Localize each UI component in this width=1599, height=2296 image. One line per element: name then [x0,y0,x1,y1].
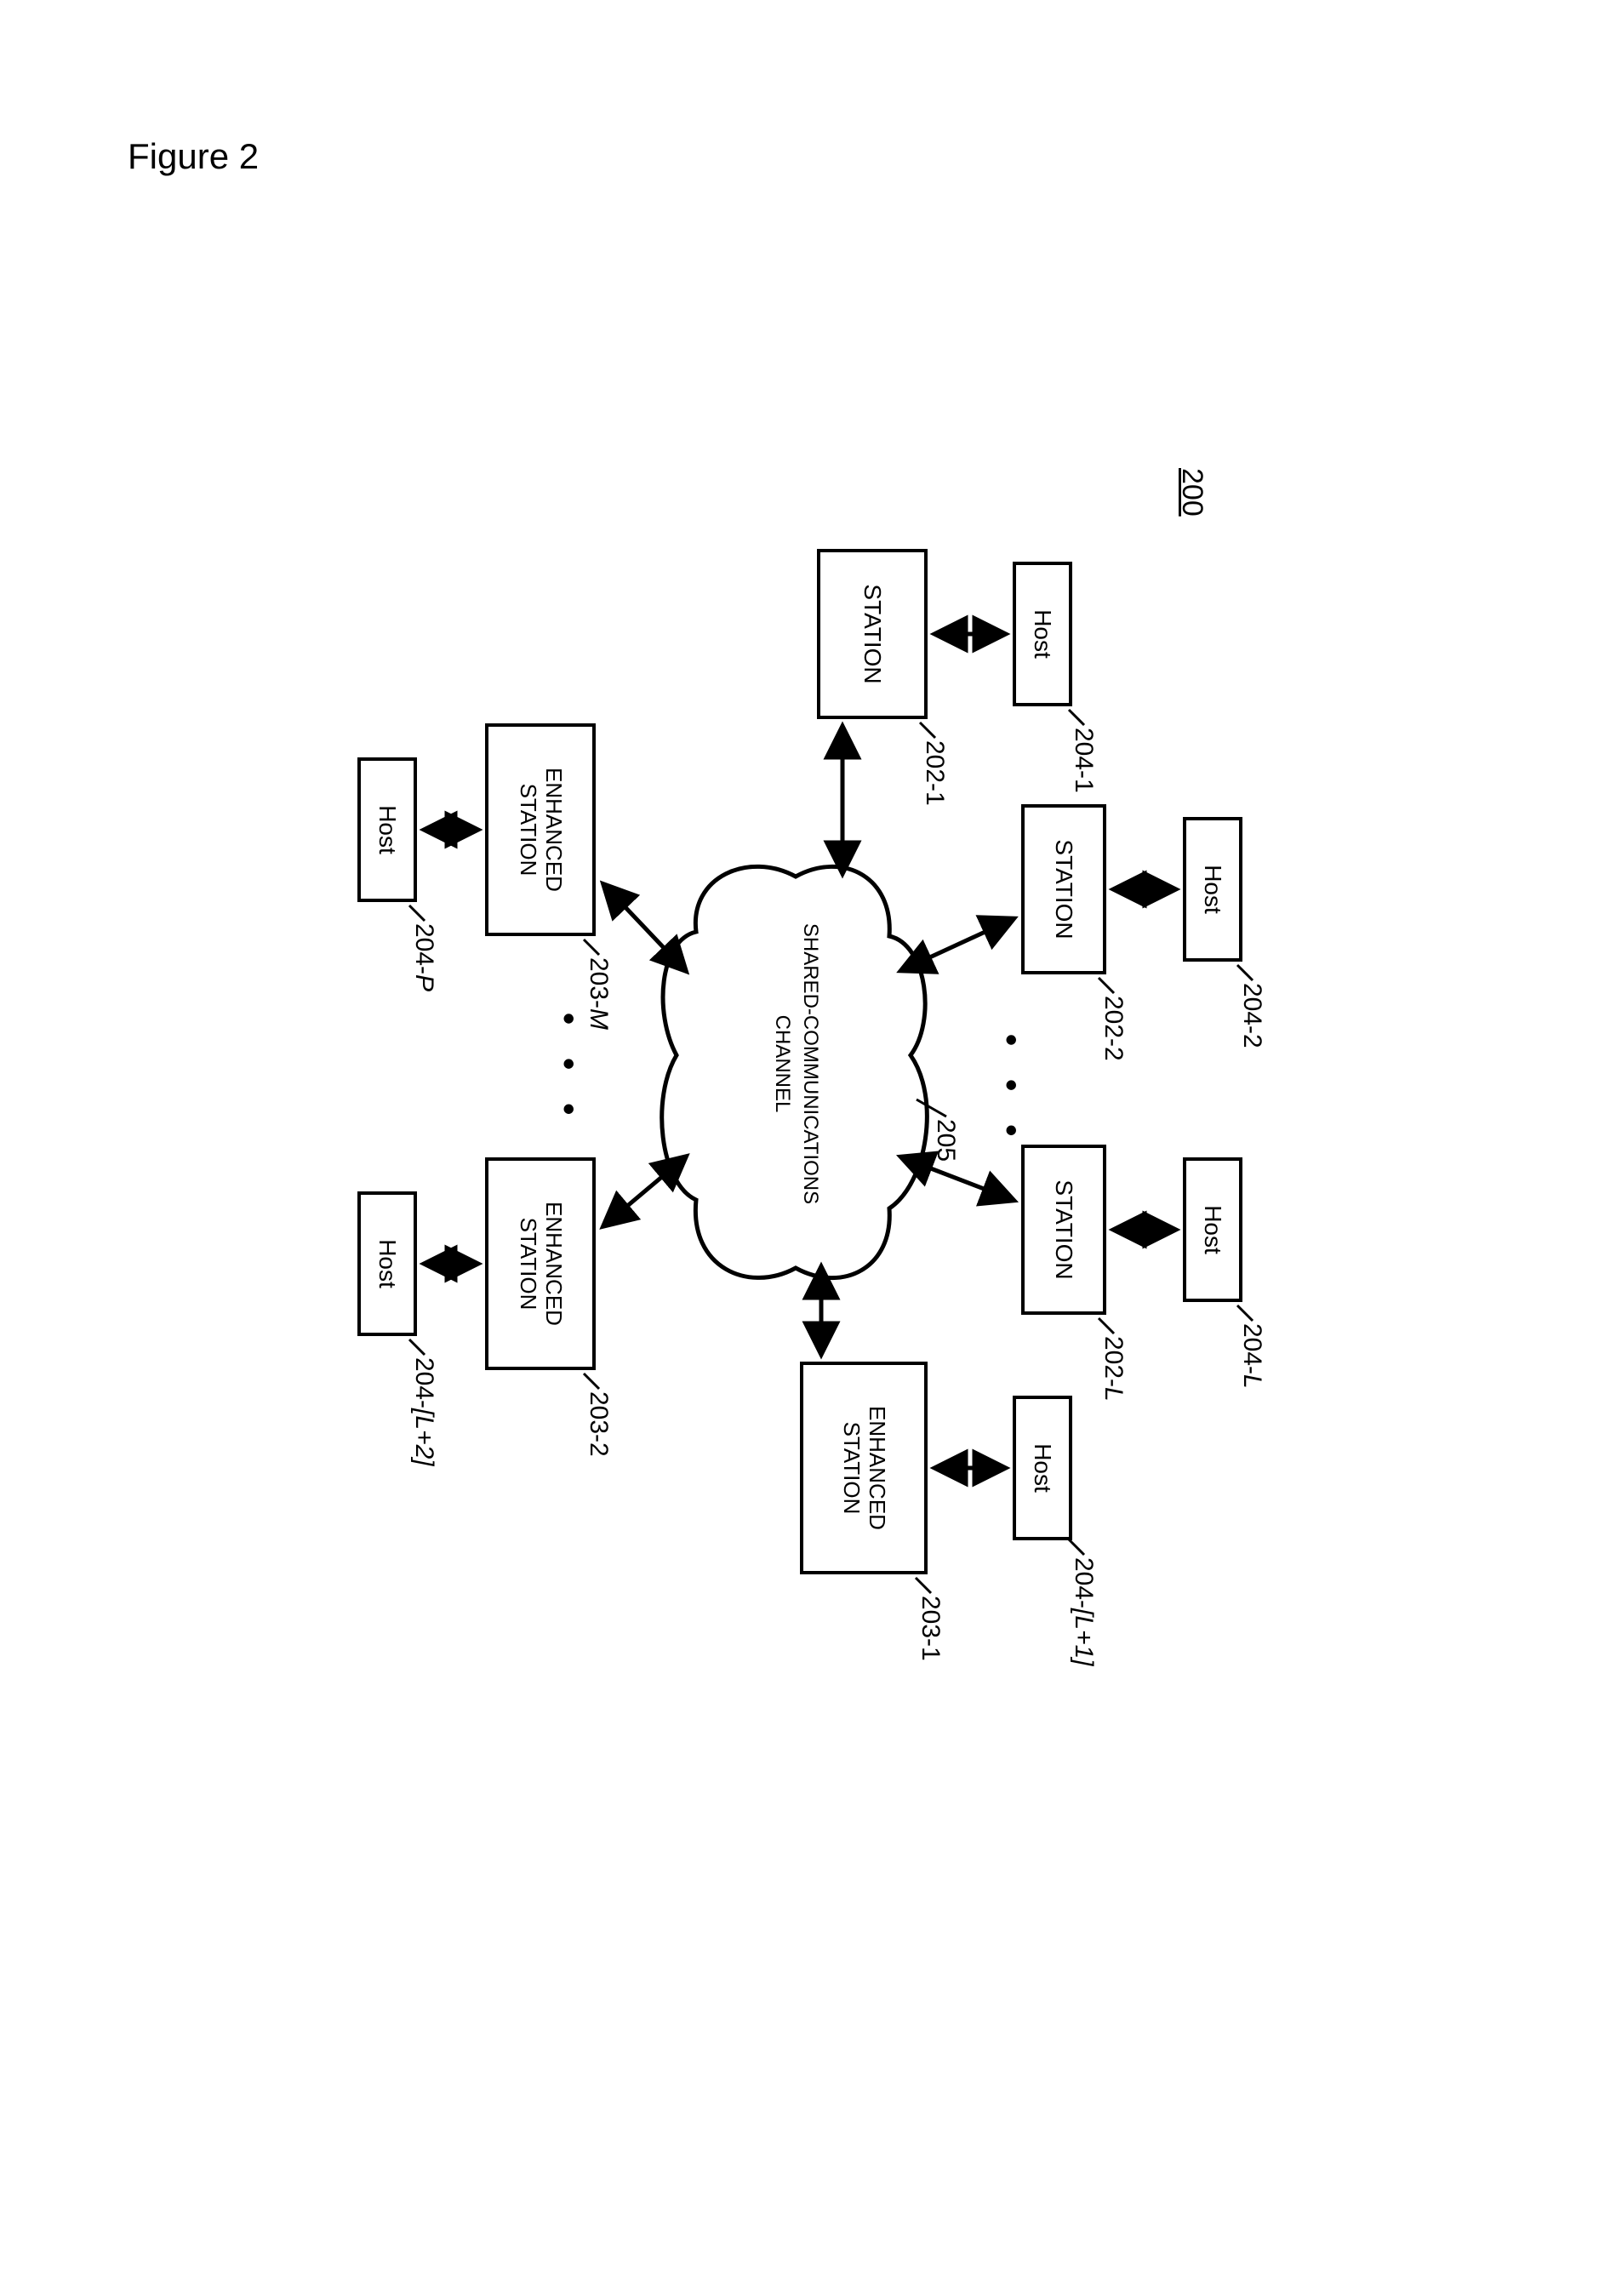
tick-e2 [584,1374,599,1389]
enhanced-M-ref: 203-M [584,957,613,1030]
station-L-ref: 202-L [1099,1336,1128,1402]
arrow-e2-cloud [604,1157,685,1225]
arrow-eM-cloud [604,885,685,970]
system-number: 200 [1175,468,1208,517]
station-1-ref: 202-1 [920,740,949,806]
host-P-ref: 204-P [409,923,438,991]
host-2-label: Host [1199,865,1226,914]
tick-e1 [916,1578,931,1593]
station-1-label: STATION [859,584,886,683]
station-2-ref: 202-2 [1099,996,1128,1061]
enhanced-2-ref: 203-2 [584,1391,613,1457]
tick-s1 [920,722,935,738]
tick-hL [1237,1305,1253,1321]
tick-eM [584,940,599,955]
host-Lp2-label: Host [374,1239,401,1288]
host-2-ref: 204-2 [1237,983,1266,1048]
host-2: Host [1183,817,1242,962]
host-1-ref: 204-1 [1069,728,1098,793]
host-L: Host [1183,1157,1242,1302]
host-1-label: Host [1029,609,1056,659]
enhanced-M: ENHANCEDSTATION [485,723,596,936]
host-Lp2-ref: 204-[L+2] [409,1357,438,1466]
cloud-shape [662,866,928,1277]
tick-hLp2 [409,1339,425,1355]
station-2: STATION [1021,804,1106,974]
station-1: STATION [817,549,928,719]
ellipsis-bottom: • • • [549,1013,587,1127]
tick-hP [409,905,425,921]
cloud-ref: 205 [931,1119,960,1162]
tick-sL [1099,1318,1114,1334]
host-P: Host [357,757,417,902]
host-P-label: Host [374,805,401,854]
station-L: STATION [1021,1145,1106,1315]
host-1: Host [1013,562,1072,706]
network-diagram: 200 Host 204-1 Host 204-2 Host 204-L Hos… [332,417,1268,1711]
tick-205 [917,1099,946,1117]
tick-s2 [1099,978,1114,993]
cloud-text-2: CHANNEL [771,1015,794,1113]
arrow-s2-cloud [902,919,1013,970]
enhanced-1-ref: 203-1 [916,1596,945,1661]
tick-hLp1 [1069,1539,1084,1555]
arrow-sL-cloud [902,1157,1013,1200]
host-Lp2: Host [357,1191,417,1336]
cloud-text-1: SHARED-COMMUNICATIONS [799,923,822,1204]
enhanced-2: ENHANCEDSTATION [485,1157,596,1370]
host-Lp1: Host [1013,1396,1072,1540]
host-L-label: Host [1199,1205,1226,1254]
station-L-label: STATION [1050,1179,1077,1279]
tick-h1 [1069,710,1084,725]
host-Lp1-ref: 204-[L+1] [1069,1557,1098,1666]
figure-label: Figure 2 [128,136,259,177]
station-2-label: STATION [1050,839,1077,939]
host-L-ref: 204-L [1237,1323,1266,1389]
host-Lp1-label: Host [1029,1443,1056,1493]
tick-h2 [1237,965,1253,980]
ellipsis-top: • • • [991,1034,1030,1148]
enhanced-1: ENHANCEDSTATION [800,1362,928,1574]
